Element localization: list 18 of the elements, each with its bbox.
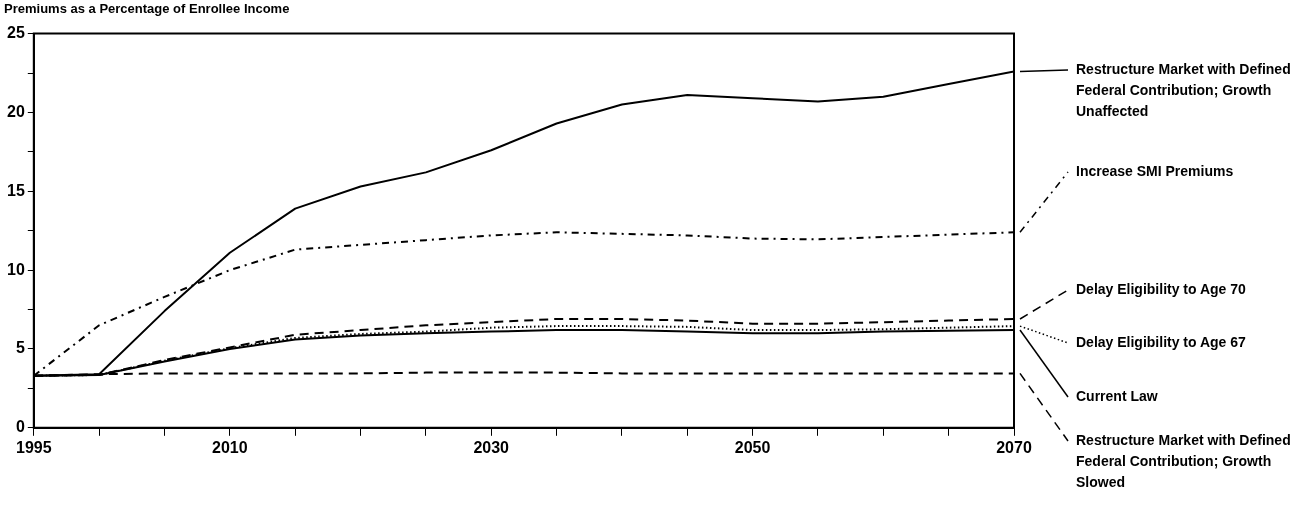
y-tick-label: 15 — [7, 181, 25, 199]
x-tick-label: 2030 — [473, 438, 510, 456]
y-tick-label: 25 — [7, 24, 25, 42]
x-tick-label: 2010 — [212, 438, 248, 456]
y-tick-label: 10 — [7, 260, 25, 278]
legend-label: Restructure Market with Defined Federal Contribution; Growth Unaffected — [1076, 60, 1291, 119]
text: Current Law — [1076, 387, 1158, 404]
text: Increase SMI Premiums — [1076, 162, 1234, 179]
chart-title: Premiums as a Percentage of Enrollee Income — [4, 1, 290, 17]
text: Restructure Market with Defined Federal Contribution; Growth Slowed — [1076, 431, 1291, 490]
x-tick-label: 2050 — [734, 438, 771, 456]
x-tick-label: 1995 — [16, 438, 52, 456]
legend-label: Delay Eligibility to Age 67 — [1076, 333, 1247, 350]
y-tick-label: 20 — [7, 102, 25, 120]
x-tick-label: 2070 — [996, 438, 1032, 456]
text: Delay Eligibility to Age 70 — [1076, 280, 1247, 297]
y-tick-label: 5 — [15, 339, 25, 357]
y-tick-label: 0 — [15, 418, 25, 436]
